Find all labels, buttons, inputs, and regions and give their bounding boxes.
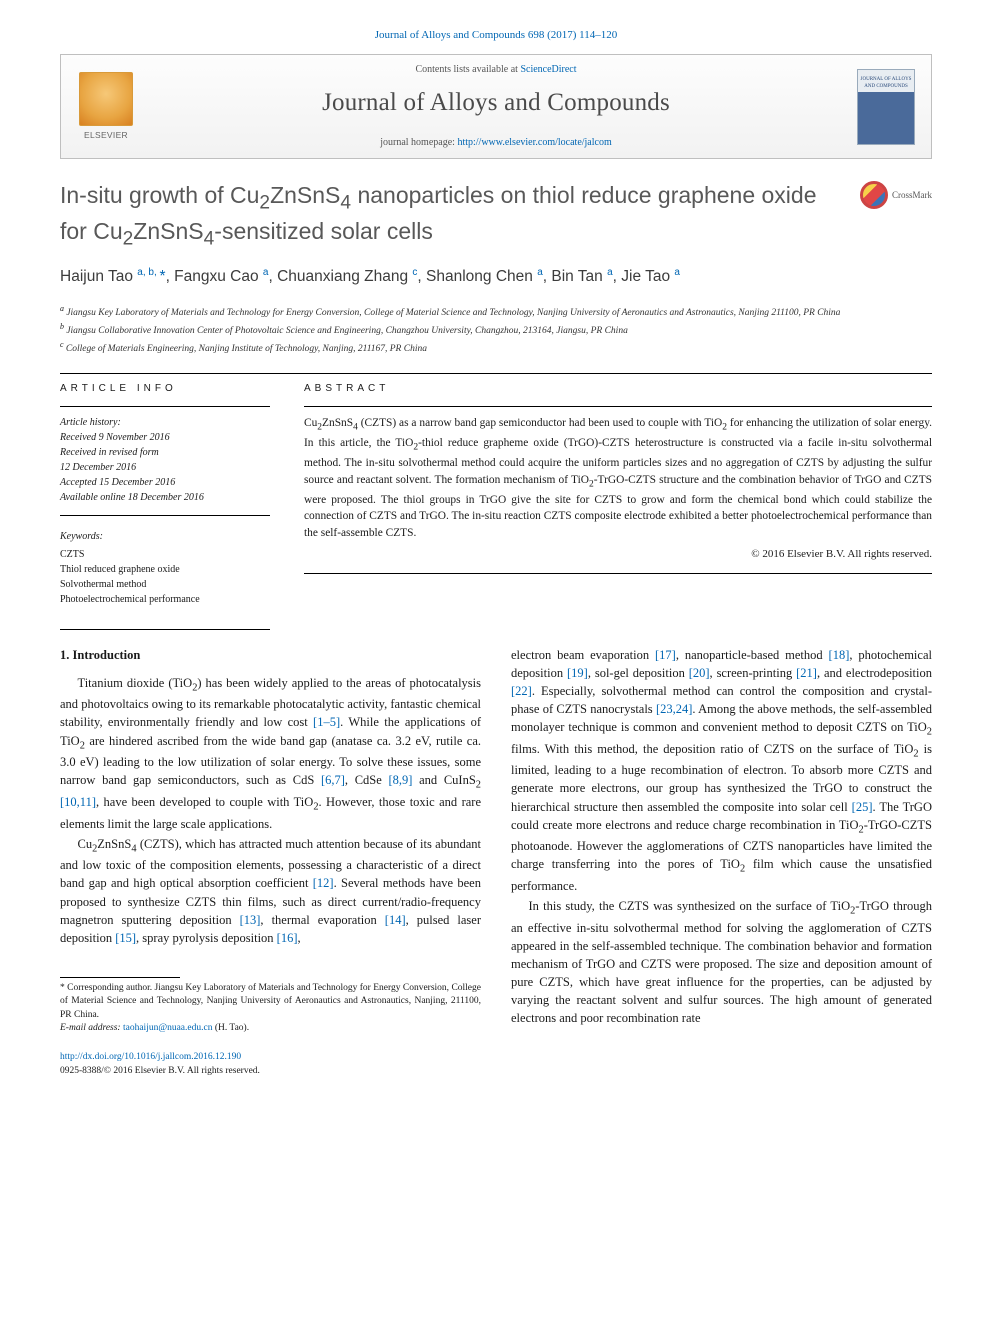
abstract-copyright: © 2016 Elsevier B.V. All rights reserved… bbox=[304, 547, 932, 563]
affiliations-block: a Jiangsu Key Laboratory of Materials an… bbox=[60, 303, 932, 357]
keyword-item: Thiol reduced graphene oxide bbox=[60, 562, 270, 577]
corresponding-author: * Corresponding author. Jiangsu Key Labo… bbox=[60, 982, 481, 1022]
top-citation-link[interactable]: Journal of Alloys and Compounds 698 (201… bbox=[375, 29, 618, 41]
affiliation-b: b Jiangsu Collaborative Innovation Cente… bbox=[60, 321, 932, 339]
abstract-bottom-rule bbox=[304, 573, 932, 574]
keyword-item: Solvothermal method bbox=[60, 577, 270, 592]
history-accepted: Accepted 15 December 2016 bbox=[60, 475, 270, 490]
history-rule bbox=[60, 515, 270, 516]
body-col-left: 1. Introduction Titanium dioxide (TiO2) … bbox=[60, 630, 481, 1035]
top-citation: Journal of Alloys and Compounds 698 (201… bbox=[60, 28, 932, 44]
abstract-rule bbox=[304, 406, 932, 407]
intro-para-2: Cu2ZnSnS4 (CZTS), which has attracted mu… bbox=[60, 835, 481, 947]
meta-row: ARTICLE INFO Article history: Received 9… bbox=[60, 382, 932, 607]
keyword-item: CZTS bbox=[60, 547, 270, 562]
history-received: Received 9 November 2016 bbox=[60, 430, 270, 445]
journal-homepage-link[interactable]: http://www.elsevier.com/locate/jalcom bbox=[457, 137, 611, 148]
crossmark-icon bbox=[860, 181, 888, 209]
article-history: Article history: Received 9 November 201… bbox=[60, 415, 270, 505]
history-online: Available online 18 December 2016 bbox=[60, 490, 270, 505]
crossmark-badge[interactable]: CrossMark bbox=[860, 181, 932, 209]
doi-link[interactable]: http://dx.doi.org/10.1016/j.jallcom.2016… bbox=[60, 1052, 241, 1062]
contents-available-line: Contents lists available at ScienceDirec… bbox=[137, 63, 855, 78]
journal-cover-icon: JOURNAL OF ALLOYS AND COMPOUNDS bbox=[857, 69, 915, 145]
affiliation-a: a Jiangsu Key Laboratory of Materials an… bbox=[60, 303, 932, 321]
journal-name: Journal of Alloys and Compounds bbox=[137, 85, 855, 121]
abstract-col: ABSTRACT Cu2ZnSnS4 (CZTS) as a narrow ba… bbox=[304, 382, 932, 607]
footnote-rule bbox=[60, 977, 180, 978]
history-label: Article history: bbox=[60, 415, 270, 430]
elsevier-tree-icon bbox=[79, 72, 133, 126]
intro-para-3: electron beam evaporation [17], nanopart… bbox=[511, 646, 932, 896]
crossmark-label: CrossMark bbox=[892, 189, 932, 202]
article-info-col: ARTICLE INFO Article history: Received 9… bbox=[60, 382, 270, 607]
publisher-logo[interactable]: ELSEVIER bbox=[75, 68, 137, 146]
email-link[interactable]: taohaijun@nuaa.edu.cn bbox=[123, 1023, 212, 1033]
banner-center: Contents lists available at ScienceDirec… bbox=[137, 63, 855, 150]
intro-para-4: In this study, the CZTS was synthesized … bbox=[511, 897, 932, 1027]
affiliation-c: c College of Materials Engineering, Nanj… bbox=[60, 339, 932, 357]
section-1-heading: 1. Introduction bbox=[60, 646, 481, 664]
email-line: E-mail address: taohaijun@nuaa.edu.cn (H… bbox=[60, 1022, 481, 1035]
doi-block: http://dx.doi.org/10.1016/j.jallcom.2016… bbox=[60, 1051, 932, 1079]
body-columns: 1. Introduction Titanium dioxide (TiO2) … bbox=[60, 630, 932, 1035]
article-info-heading: ARTICLE INFO bbox=[60, 382, 270, 397]
sciencedirect-link[interactable]: ScienceDirect bbox=[520, 64, 576, 75]
article-title: In-situ growth of Cu2ZnSnS4 nanoparticle… bbox=[60, 181, 846, 252]
journal-homepage-line: journal homepage: http://www.elsevier.co… bbox=[137, 136, 855, 151]
history-revised-1: Received in revised form bbox=[60, 445, 270, 460]
info-rule bbox=[60, 406, 270, 407]
history-revised-2: 12 December 2016 bbox=[60, 460, 270, 475]
keywords-heading: Keywords: bbox=[60, 530, 270, 545]
keyword-item: Photoelectrochemical performance bbox=[60, 592, 270, 607]
top-rule bbox=[60, 373, 932, 374]
authors-line: Haijun Tao a, b, *, Fangxu Cao a, Chuanx… bbox=[60, 266, 932, 289]
intro-para-1: Titanium dioxide (TiO2) has been widely … bbox=[60, 674, 481, 833]
journal-cover-thumb[interactable]: JOURNAL OF ALLOYS AND COMPOUNDS bbox=[855, 68, 917, 146]
abstract-text: Cu2ZnSnS4 (CZTS) as a narrow band gap se… bbox=[304, 415, 932, 541]
issn-line: 0925-8388/© 2016 Elsevier B.V. All right… bbox=[60, 1066, 260, 1076]
keywords-list: CZTS Thiol reduced graphene oxide Solvot… bbox=[60, 547, 270, 607]
journal-banner: ELSEVIER Contents lists available at Sci… bbox=[60, 54, 932, 159]
footnote-block: * Corresponding author. Jiangsu Key Labo… bbox=[60, 977, 481, 1035]
body-col-right: electron beam evaporation [17], nanopart… bbox=[511, 630, 932, 1035]
abstract-heading: ABSTRACT bbox=[304, 382, 932, 397]
publisher-name: ELSEVIER bbox=[84, 129, 128, 141]
